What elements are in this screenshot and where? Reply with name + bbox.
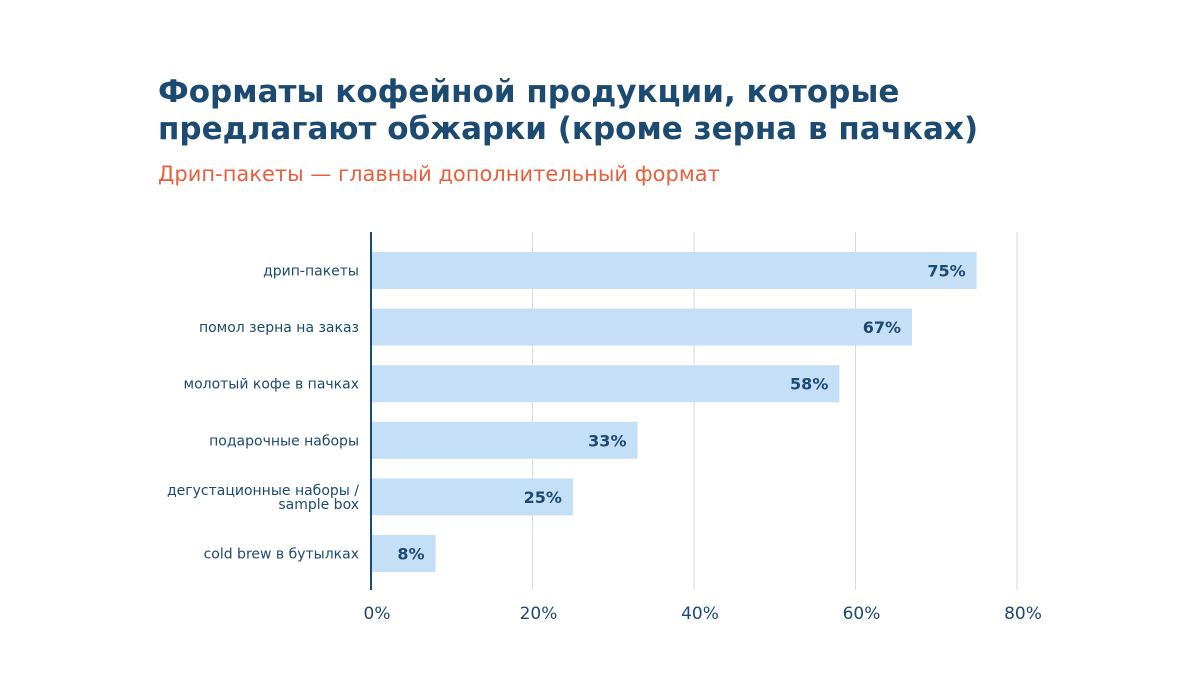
data-label: 33% (588, 431, 626, 450)
category-label: дрип-пакеты (263, 264, 359, 280)
x-tick-label: 0% (364, 604, 391, 624)
bar (371, 365, 840, 403)
x-tick-label: 20% (520, 604, 558, 624)
data-label: 75% (927, 262, 965, 281)
bar (371, 535, 436, 572)
x-tick-label: 60% (843, 604, 881, 624)
axis-layer: 0% 20% 40% 60% 80% (364, 232, 1042, 624)
category-label: молотый кофе в пачках (184, 377, 359, 393)
grid-layer (532, 232, 1018, 590)
bar (371, 252, 977, 289)
chart-title: Форматы кофейной продукции, которые пред… (158, 74, 1118, 148)
x-tick-label: 80% (1004, 604, 1042, 624)
category-label: cold brew в бутылках (204, 547, 359, 563)
data-label: 8% (397, 545, 424, 564)
bar (371, 421, 638, 459)
category-label: подарочные наборы (209, 433, 359, 449)
data-label: 25% (524, 488, 562, 507)
bar (371, 478, 573, 516)
data-label: 58% (790, 375, 828, 394)
chart-subtitle: Дрип-пакеты — главный дополнительный фор… (158, 162, 720, 186)
category-label: дегустационные наборы / sample box (167, 483, 359, 513)
category-label: помол зерна на заказ (199, 320, 359, 336)
chart-title-line-1: Форматы кофейной продукции, которые (158, 74, 900, 110)
data-label: 67% (863, 318, 901, 337)
x-tick-label: 40% (681, 604, 719, 624)
chart-title-line-2: предлагают обжарки (кроме зерна в пачках… (158, 111, 979, 147)
bar-layer (371, 252, 977, 572)
bar (371, 308, 913, 346)
label-layer: дрип-пакеты 75% помол зерна на заказ 67% мол… (167, 262, 966, 564)
